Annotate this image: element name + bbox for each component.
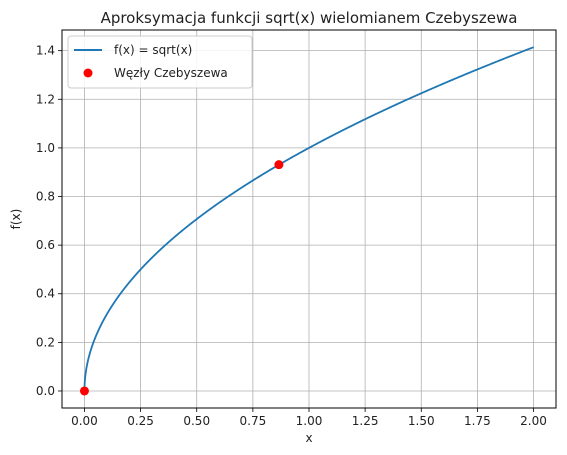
x-tick-label: 2.00 (520, 414, 547, 428)
y-axis: 0.0 0.2 0.4 0.6 0.8 1.0 1.2 1.4 (36, 44, 62, 398)
x-tick-label: 1.50 (408, 414, 435, 428)
x-axis-label: x (305, 431, 312, 445)
legend: f(x) = sqrt(x) Węzły Czebyszewa (68, 36, 252, 88)
y-tick-label: 1.2 (36, 92, 55, 106)
x-tick-label: 1.25 (352, 414, 379, 428)
legend-scatter-marker (84, 69, 93, 78)
x-tick-label: 0.25 (127, 414, 154, 428)
y-tick-label: 0.8 (36, 190, 55, 204)
y-tick-label: 0.2 (36, 335, 55, 349)
legend-label-line: f(x) = sqrt(x) (114, 43, 192, 57)
chebyshev-node-point (80, 386, 89, 395)
x-axis: 0.00 0.25 0.50 0.75 1.00 1.25 1.50 1.75 2.00 (71, 408, 547, 428)
chebyshev-node-point (274, 160, 283, 169)
y-tick-label: 0.4 (36, 287, 55, 301)
y-tick-label: 0.0 (36, 384, 55, 398)
x-tick-label: 0.50 (183, 414, 210, 428)
y-tick-label: 1.0 (36, 141, 55, 155)
x-tick-label: 1.75 (464, 414, 491, 428)
x-tick-label: 0.75 (240, 414, 267, 428)
x-tick-label: 0.00 (71, 414, 98, 428)
legend-label-scatter: Węzły Czebyszewa (114, 66, 228, 80)
y-tick-label: 0.6 (36, 238, 55, 252)
y-axis-label: f(x) (9, 209, 23, 230)
x-tick-label: 1.00 (296, 414, 323, 428)
chart-title: Aproksymacja funkcji sqrt(x) wielomianem… (101, 9, 518, 27)
y-tick-label: 1.4 (36, 44, 55, 58)
